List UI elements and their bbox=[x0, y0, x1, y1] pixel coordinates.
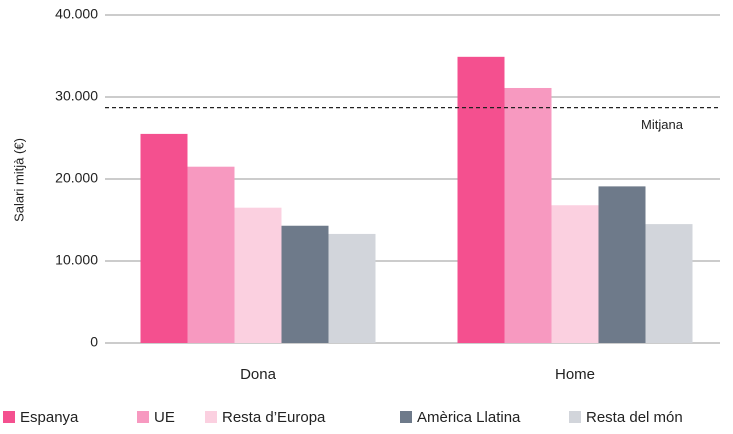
legend-label: Amèrica Llatina bbox=[417, 409, 521, 426]
legend-swatch bbox=[3, 411, 15, 423]
legend-label: Resta del món bbox=[586, 409, 683, 426]
y-axis-label: Salari mitjà (€) bbox=[11, 138, 26, 222]
reference-label: Mitjana bbox=[641, 117, 684, 132]
y-tick-label: 30.000 bbox=[55, 88, 98, 104]
y-tick-label: 20.000 bbox=[55, 170, 98, 186]
bar bbox=[457, 56, 505, 343]
bar bbox=[645, 224, 693, 343]
bar bbox=[551, 205, 599, 343]
y-tick-label: 40.000 bbox=[55, 6, 98, 22]
legend-swatch bbox=[205, 411, 217, 423]
legend-label: Espanya bbox=[20, 409, 79, 426]
y-tick-label: 0 bbox=[90, 334, 98, 350]
legend-label: UE bbox=[154, 409, 175, 426]
legend-swatch bbox=[137, 411, 149, 423]
bar bbox=[281, 225, 329, 343]
x-tick-label: Dona bbox=[240, 366, 277, 383]
bar bbox=[234, 207, 282, 343]
bar bbox=[140, 133, 188, 343]
bar bbox=[504, 87, 552, 343]
legend-label: Resta d’Europa bbox=[222, 409, 326, 426]
y-tick-label: 10.000 bbox=[55, 252, 98, 268]
x-tick-label: Home bbox=[555, 366, 595, 383]
legend-swatch bbox=[569, 411, 581, 423]
bar bbox=[328, 233, 376, 343]
bar bbox=[598, 186, 646, 343]
legend-swatch bbox=[400, 411, 412, 423]
bar bbox=[187, 166, 235, 343]
